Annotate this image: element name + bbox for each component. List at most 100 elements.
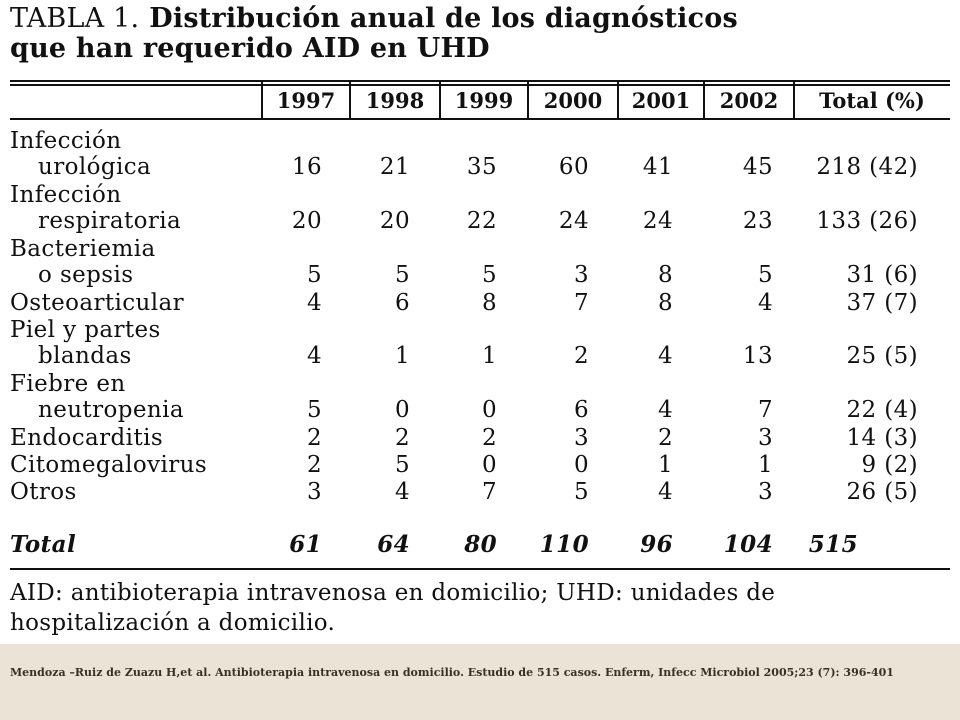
table-cell: 3 — [306, 479, 322, 505]
table-title: TABLA 1. Distribución anual de los diagnó… — [10, 4, 950, 64]
table-cell: 2 — [394, 425, 410, 451]
row-label: Fiebre en — [10, 371, 126, 397]
total-cell: 515 — [808, 531, 858, 558]
table-cell: 5 — [573, 479, 589, 505]
citation-text: Mendoza –Ruiz de Zuazu H,et al. Antibiot… — [10, 666, 894, 679]
table-cell: 0 — [481, 452, 497, 478]
header-divider — [703, 82, 705, 119]
table-cell: 24 — [642, 208, 673, 234]
table-rule-top — [10, 80, 950, 82]
footnote: AID: antibioterapia intravenosa en domic… — [10, 578, 950, 638]
table-cell: 25 (5) — [846, 343, 918, 369]
table-cell: 4 — [657, 397, 673, 423]
column-header: 1998 — [365, 88, 425, 113]
table-cell: 31 (6) — [846, 262, 918, 288]
table-cell: 5 — [394, 452, 410, 478]
table-cell: 8 — [657, 262, 673, 288]
table-cell: 1 — [757, 452, 773, 478]
table-rule-header — [10, 118, 950, 120]
table-cell: 0 — [394, 397, 410, 423]
title-text-1: Distribución anual de los diagnósticos — [149, 3, 738, 34]
table-cell: 6 — [573, 397, 589, 423]
row-label: respiratoria — [38, 208, 182, 234]
column-header: Total (%) — [819, 88, 925, 113]
table-cell: 218 (42) — [816, 154, 918, 180]
table-cell: 23 — [742, 208, 773, 234]
table-cell: 24 — [558, 208, 589, 234]
footnote-line-1: AID: antibioterapia intravenosa en domic… — [10, 580, 776, 606]
table-cell: 2 — [481, 425, 497, 451]
header-divider — [261, 82, 263, 119]
total-cell: 61 — [289, 531, 322, 558]
table-cell: 1 — [394, 343, 410, 369]
table-cell: 5 — [306, 397, 322, 423]
total-cell: 80 — [464, 531, 497, 558]
row-label: o sepsis — [38, 262, 134, 288]
table-cell: 35 — [466, 154, 497, 180]
column-header: 2001 — [631, 88, 691, 113]
table-cell: 14 (3) — [846, 425, 918, 451]
row-label: neutropenia — [38, 397, 184, 423]
column-header: 1999 — [454, 88, 514, 113]
table-cell: 37 (7) — [846, 290, 918, 316]
header-divider — [439, 82, 441, 119]
table-cell: 4 — [306, 343, 322, 369]
table-cell: 4 — [657, 343, 673, 369]
table-cell: 4 — [757, 290, 773, 316]
column-header: 2002 — [719, 88, 779, 113]
table-cell: 22 — [466, 208, 497, 234]
row-label: Infección — [10, 182, 122, 208]
header-divider — [793, 82, 795, 119]
table-cell: 2 — [573, 343, 589, 369]
table-cell: 26 (5) — [846, 479, 918, 505]
column-header: 1997 — [276, 88, 336, 113]
table-cell: 3 — [573, 262, 589, 288]
table-cell: 8 — [481, 290, 497, 316]
table-cell: 16 — [291, 154, 322, 180]
total-cell: 64 — [377, 531, 410, 558]
table-cell: 9 (2) — [861, 452, 918, 478]
table-cell: 0 — [573, 452, 589, 478]
table-rule-top-2 — [10, 84, 950, 86]
table-cell: 45 — [742, 154, 773, 180]
table-number: TABLA 1. — [10, 3, 140, 34]
column-header: 2000 — [543, 88, 603, 113]
row-label: Piel y partes — [10, 317, 161, 343]
table-cell: 7 — [757, 397, 773, 423]
table-rule-bottom — [10, 568, 950, 570]
header-divider — [617, 82, 619, 119]
table-cell: 6 — [394, 290, 410, 316]
table-cell: 22 (4) — [846, 397, 918, 423]
title-line-2: que han requerido AID en UHD — [10, 33, 490, 64]
row-label: Citomegalovirus — [10, 452, 208, 478]
table-cell: 20 — [379, 208, 410, 234]
row-label: Infección — [10, 128, 122, 154]
table-cell: 0 — [481, 397, 497, 423]
row-label: Otros — [10, 479, 77, 505]
table-cell: 5 — [481, 262, 497, 288]
table-cell: 1 — [481, 343, 497, 369]
footnote-line-2: hospitalización a domicilio. — [10, 610, 336, 636]
table-cell: 4 — [306, 290, 322, 316]
total-cell: 104 — [723, 531, 773, 558]
table-cell: 3 — [573, 425, 589, 451]
table-cell: 5 — [757, 262, 773, 288]
table-cell: 21 — [379, 154, 410, 180]
table-cell: 41 — [642, 154, 673, 180]
row-label: blandas — [38, 343, 132, 369]
table-cell: 133 (26) — [816, 208, 918, 234]
table-cell: 4 — [394, 479, 410, 505]
table-cell: 1 — [657, 452, 673, 478]
row-label: Endocarditis — [10, 425, 164, 451]
citation-bar — [0, 644, 960, 720]
total-cell: 96 — [640, 531, 673, 558]
header-divider — [527, 82, 529, 119]
table-cell: 13 — [742, 343, 773, 369]
table-cell: 60 — [558, 154, 589, 180]
table-cell: 3 — [757, 479, 773, 505]
table-cell: 7 — [481, 479, 497, 505]
table-cell: 5 — [306, 262, 322, 288]
table-cell: 2 — [306, 452, 322, 478]
table-cell: 2 — [306, 425, 322, 451]
header-divider — [349, 82, 351, 119]
